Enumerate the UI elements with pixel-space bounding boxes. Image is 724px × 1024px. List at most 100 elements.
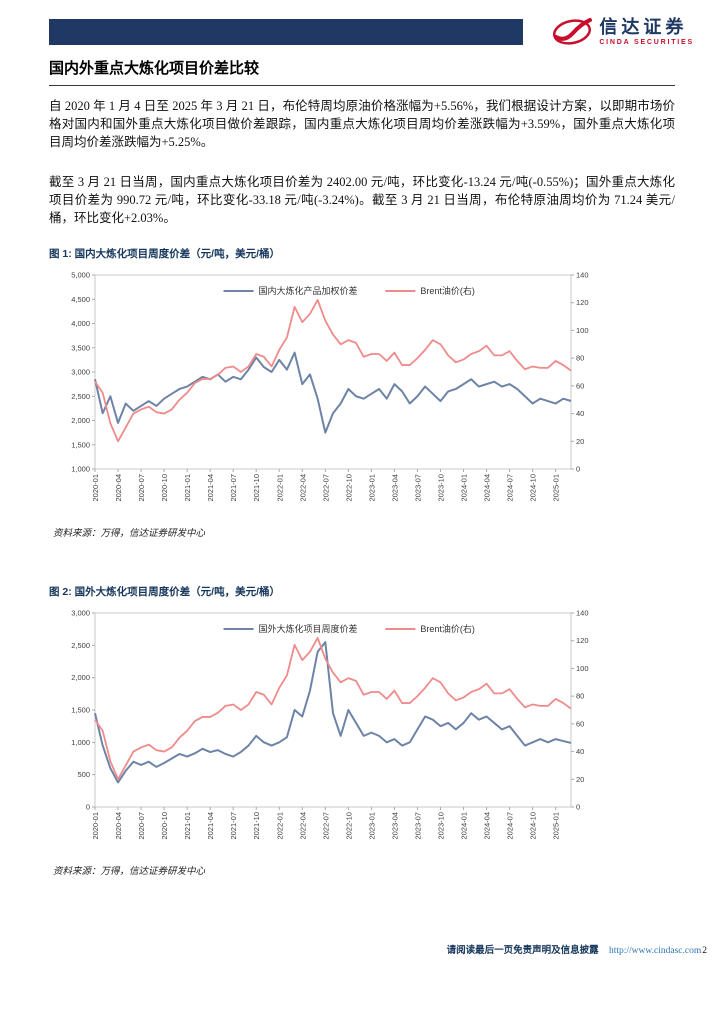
left-axis-label: 4,000 — [71, 319, 90, 328]
left-axis-label: 500 — [77, 770, 90, 779]
left-axis-label: 4,500 — [71, 295, 90, 304]
page-header: 信达证券 CINDA SECURITIES — [49, 13, 694, 51]
cinda-logo: 信达证券 CINDA SECURITIES — [551, 15, 694, 49]
x-axis-label: 2020-07 — [137, 474, 146, 502]
title-block: 国内外重点大炼化项目价差比较 — [49, 57, 675, 86]
x-axis-label: 2022-04 — [298, 812, 307, 840]
x-axis-label: 2020-01 — [91, 474, 100, 502]
x-axis-label: 2021-07 — [229, 474, 238, 502]
x-axis-label: 2024-01 — [460, 474, 469, 502]
x-axis-label: 2023-07 — [413, 812, 422, 840]
right-axis-label: 140 — [576, 609, 589, 618]
x-axis-label: 2023-10 — [436, 812, 445, 840]
footer-disclaimer: 请阅读最后一页免责声明及信息披露 — [446, 946, 599, 956]
left-axis-label: 0 — [86, 803, 90, 812]
x-axis-label: 2022-07 — [321, 474, 330, 502]
header-bar — [49, 19, 523, 45]
x-axis-label: 2021-04 — [206, 812, 215, 840]
left-axis-label: 2,000 — [71, 416, 90, 425]
x-axis-label: 2024-04 — [483, 474, 492, 502]
x-axis-label: 2022-07 — [321, 812, 330, 840]
series-line-2 — [94, 637, 572, 781]
page-title: 国内外重点大炼化项目价差比较 — [49, 60, 260, 77]
x-axis-label: 2023-04 — [390, 812, 399, 840]
x-axis-label: 2023-07 — [413, 474, 422, 502]
x-axis-label: 2020-07 — [137, 812, 146, 840]
x-axis-label: 2021-04 — [206, 474, 215, 502]
left-axis-label: 3,500 — [71, 343, 90, 352]
figure-1: 图 1: 国内大炼化项目周度价差（元/吨，美元/桶） 1,000 1,500 2,0… — [49, 246, 675, 539]
right-axis-label: 80 — [576, 692, 584, 701]
right-axis-label: 20 — [576, 437, 584, 446]
left-axis-label: 1,000 — [71, 738, 90, 747]
legend-label-1: 国外大炼化项目周度价差 — [259, 623, 358, 634]
series-line-1 — [94, 351, 572, 434]
x-axis-label: 2023-10 — [436, 474, 445, 502]
legend-label-2: Brent油价(右) — [420, 623, 475, 634]
figure-2-chart: 0 500 1,000 1,500 2,000 2,500 3,000 0 20 40 60 80 10… — [49, 603, 675, 861]
figure-1-caption: 图 1: 国内大炼化项目周度价差（元/吨，美元/桶） — [49, 248, 281, 260]
x-axis-label: 2023-04 — [390, 474, 399, 502]
x-axis-label: 2022-10 — [344, 812, 353, 840]
title-divider — [49, 85, 675, 86]
left-axis-label: 2,500 — [71, 641, 90, 650]
brand-text: 信达证券 CINDA SECURITIES — [599, 18, 694, 46]
x-axis-label: 2020-04 — [114, 474, 123, 502]
cinda-logo-icon — [553, 18, 593, 45]
footer-link[interactable]: http://www.cindasc.com — [608, 946, 702, 956]
figure-2: 图 2: 国外大炼化项目周度价差（元/吨，美元/桶） 0 500 1,000 1,50… — [49, 584, 675, 877]
x-axis-label: 2021-10 — [252, 474, 261, 502]
page-number: 2 — [702, 946, 707, 956]
paragraph-1: 自 2020 年 1 月 4 日至 2025 年 3 月 21 日，布伦特周均原… — [49, 99, 675, 149]
x-axis-label: 2021-07 — [229, 812, 238, 840]
plot-frame — [94, 274, 572, 470]
left-axis-label: 1,500 — [71, 440, 90, 449]
right-axis-label: 100 — [576, 664, 589, 673]
legend-label-2: Brent油价(右) — [420, 285, 475, 296]
x-axis-label: 2021-10 — [252, 812, 261, 840]
page-footer: 请阅读最后一页免责声明及信息披露 http://www.cindasc.com2 — [49, 942, 707, 956]
x-axis-label: 2025-01 — [552, 474, 561, 502]
x-axis-label: 2021-01 — [183, 474, 192, 502]
x-axis-label: 2024-07 — [506, 474, 515, 502]
x-axis-label: 2024-07 — [506, 812, 515, 840]
x-axis-label: 2022-01 — [275, 812, 284, 840]
x-axis-label: 2025-01 — [552, 812, 561, 840]
x-axis-label: 2022-10 — [344, 474, 353, 502]
x-axis-label: 2020-04 — [114, 812, 123, 840]
right-axis-label: 20 — [576, 775, 584, 784]
legend-label-1: 国内大炼化产品加权价差 — [259, 285, 358, 296]
x-axis-label: 2020-01 — [91, 812, 100, 840]
right-axis-label: 40 — [576, 409, 584, 418]
right-axis-label: 120 — [576, 636, 589, 645]
left-axis-label: 3,000 — [71, 609, 90, 618]
left-axis-label: 2,000 — [71, 673, 90, 682]
brand-name-en: CINDA SECURITIES — [599, 39, 694, 46]
x-axis-label: 2024-10 — [529, 474, 538, 502]
figure-2-source: 资料来源：万得，信达证券研发中心 — [53, 867, 206, 877]
x-axis-label: 2020-10 — [160, 474, 169, 502]
figure-1-source: 资料来源：万得，信达证券研发中心 — [53, 529, 206, 539]
x-axis-label: 2023-01 — [367, 474, 376, 502]
figure-2-caption: 图 2: 国外大炼化项目周度价差（元/吨，美元/桶） — [49, 586, 281, 598]
x-axis-label: 2024-04 — [483, 812, 492, 840]
right-axis-label: 140 — [576, 271, 589, 280]
figure-1-chart: 1,000 1,500 2,000 2,500 3,000 3,500 4,000 4,500… — [49, 265, 675, 523]
x-axis-label: 2021-01 — [183, 812, 192, 840]
right-axis-label: 0 — [576, 803, 580, 812]
body-text: 自 2020 年 1 月 4 日至 2025 年 3 月 21 日，布伦特周均原… — [49, 97, 675, 249]
series-line-1 — [94, 641, 572, 784]
right-axis-label: 100 — [576, 326, 589, 335]
chart-svg-1: 1,000 1,500 2,000 2,500 3,000 3,500 4,000 4,500… — [71, 271, 589, 502]
right-axis-label: 40 — [576, 747, 584, 756]
x-axis-label: 2023-01 — [367, 812, 376, 840]
right-axis-label: 60 — [576, 381, 584, 390]
x-axis-label: 2022-04 — [298, 474, 307, 502]
left-axis-label: 5,000 — [71, 271, 90, 280]
paragraph-2: 截至 3 月 21 日当周，国内重点大炼化项目价差为 2402.00 元/吨，环… — [49, 175, 675, 225]
x-axis-label: 2024-01 — [460, 812, 469, 840]
x-axis-label: 2022-01 — [275, 474, 284, 502]
left-axis-label: 3,000 — [71, 368, 90, 377]
series-line-2 — [94, 299, 572, 443]
